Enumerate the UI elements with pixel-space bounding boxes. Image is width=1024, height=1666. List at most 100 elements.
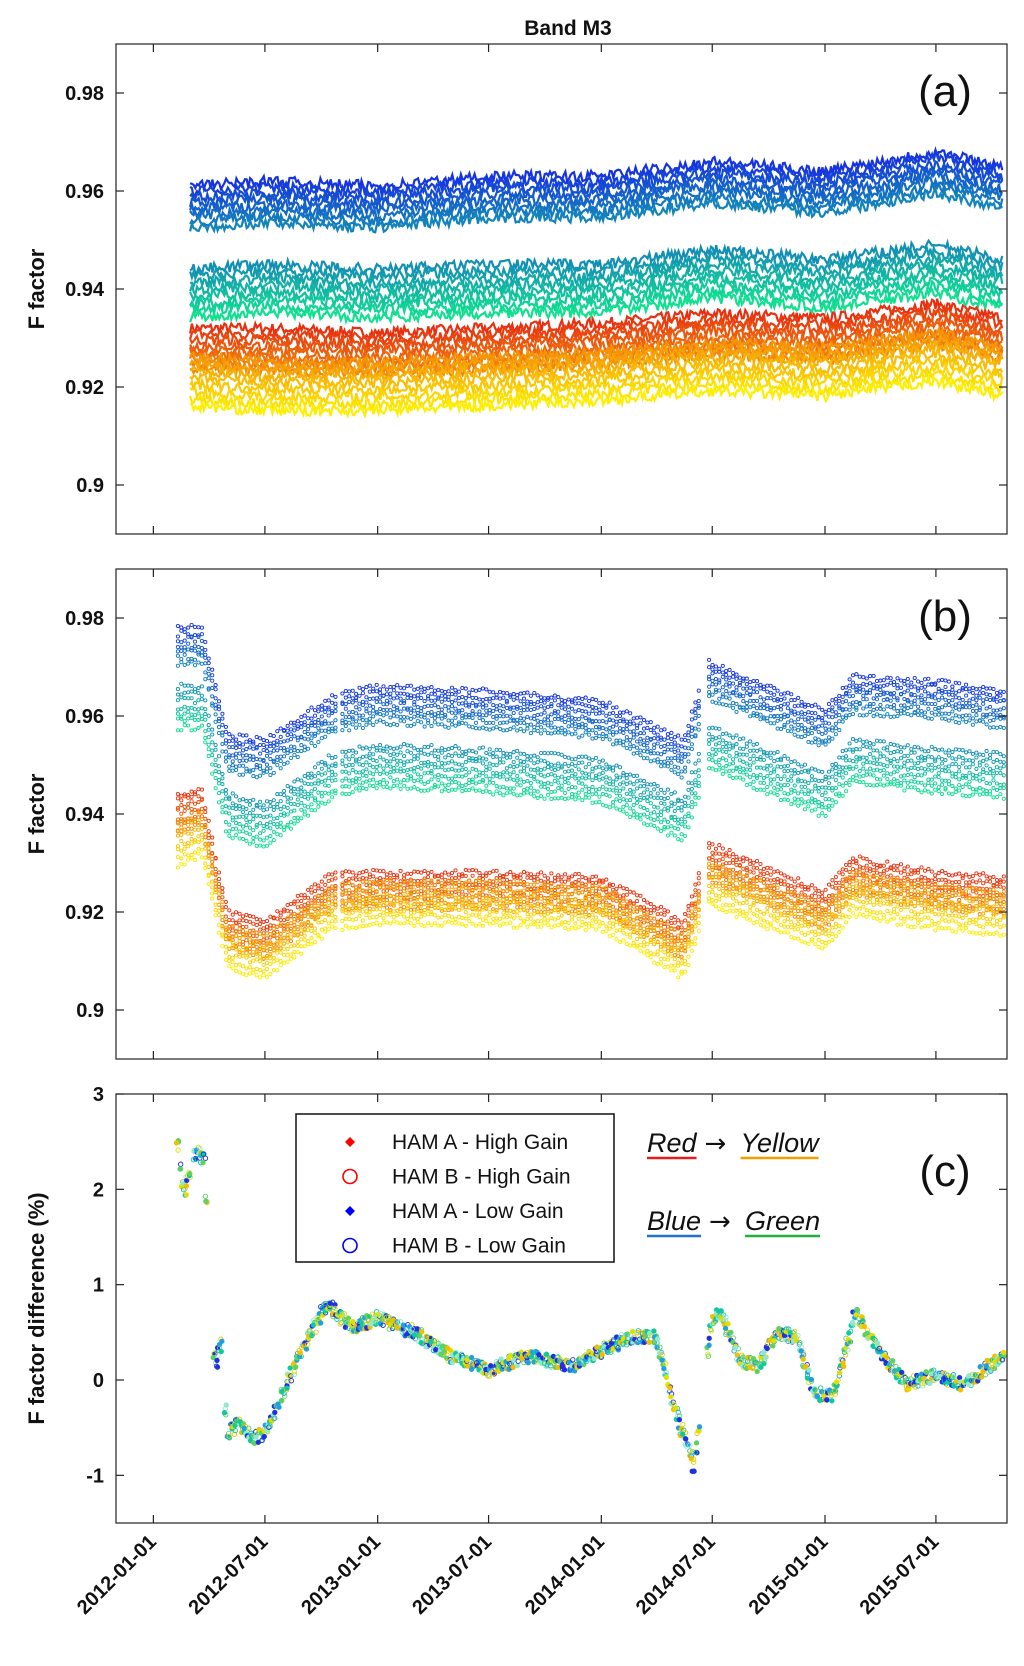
data-point [364, 709, 369, 714]
data-point [806, 731, 811, 736]
data-point [494, 883, 499, 888]
data-point [974, 880, 979, 885]
data-point [371, 887, 376, 892]
data-point [295, 755, 300, 760]
data-point [802, 923, 808, 928]
data-point [648, 954, 653, 959]
data-point [583, 730, 588, 735]
data-point [916, 917, 921, 922]
data-point [617, 922, 623, 927]
data-point [511, 916, 516, 921]
data-point [593, 885, 599, 891]
data-point [395, 707, 400, 712]
data-point [864, 676, 869, 681]
data-point [789, 724, 794, 729]
data-point [511, 879, 516, 884]
data-point [511, 710, 516, 716]
data-point [617, 729, 623, 734]
data-point [974, 871, 979, 876]
data-point [892, 880, 897, 885]
data-point [408, 903, 413, 908]
data-point [566, 724, 571, 729]
data-point [412, 708, 417, 713]
data-point [645, 942, 650, 947]
data-point [504, 713, 509, 718]
data-point [439, 885, 444, 890]
data-point [826, 893, 832, 899]
data-point [693, 911, 698, 916]
data-point [330, 908, 335, 913]
data-point [388, 876, 393, 881]
data-point [340, 907, 345, 912]
data-point [868, 859, 873, 864]
data-point [504, 884, 509, 889]
data-point [676, 733, 681, 738]
data-point [641, 914, 647, 920]
data-point [199, 650, 204, 655]
data-point [480, 713, 485, 718]
data-point [199, 855, 204, 860]
data-point [470, 873, 475, 878]
data-point [816, 937, 821, 942]
data-point [868, 912, 873, 917]
data-point [497, 703, 503, 708]
data-point [659, 728, 664, 733]
data-point [981, 897, 986, 902]
data-point [316, 898, 321, 903]
data-point [816, 932, 821, 937]
data-point [830, 728, 835, 733]
data-point [254, 922, 259, 928]
data-point [874, 900, 880, 905]
data-point [254, 917, 259, 922]
data-point [645, 900, 650, 905]
data-point [761, 900, 766, 905]
data-point [988, 917, 993, 922]
data-point [761, 866, 766, 871]
data-point [607, 730, 612, 735]
data-point [922, 915, 928, 920]
data-point [799, 894, 804, 900]
data-point [395, 913, 400, 918]
data-point [758, 873, 763, 878]
data-point [367, 711, 372, 716]
data-point [583, 921, 588, 926]
data-point [683, 958, 688, 963]
data-point [316, 932, 321, 938]
data-point [638, 715, 643, 720]
data-point [583, 915, 588, 920]
data-point [282, 754, 287, 759]
data-point [237, 948, 242, 953]
data-point [515, 696, 520, 701]
data-point [888, 917, 893, 922]
data-point [659, 759, 664, 764]
data-point [926, 706, 931, 711]
data-point [360, 904, 365, 909]
data-point [919, 685, 924, 690]
data-point [357, 896, 362, 901]
data-point [535, 919, 540, 924]
data-point [820, 922, 825, 927]
data-point [330, 888, 335, 893]
data-point [645, 918, 650, 923]
data-point [850, 903, 856, 908]
data-point [374, 709, 379, 714]
data-point [223, 741, 228, 746]
data-point [326, 872, 331, 877]
data-point [323, 709, 328, 715]
data-point [850, 911, 856, 916]
data-point [230, 955, 235, 960]
data-point [936, 878, 941, 883]
data-point [271, 744, 276, 749]
data-point [898, 885, 904, 890]
data-point [802, 932, 808, 937]
data-point [621, 898, 626, 903]
data-point [823, 726, 828, 731]
data-point [871, 902, 876, 907]
data-point [693, 941, 698, 946]
data-point [216, 908, 222, 913]
data-point [933, 892, 938, 897]
data-point [614, 928, 619, 933]
data-point [593, 725, 599, 730]
data-point [189, 789, 194, 794]
data-point [754, 698, 760, 703]
